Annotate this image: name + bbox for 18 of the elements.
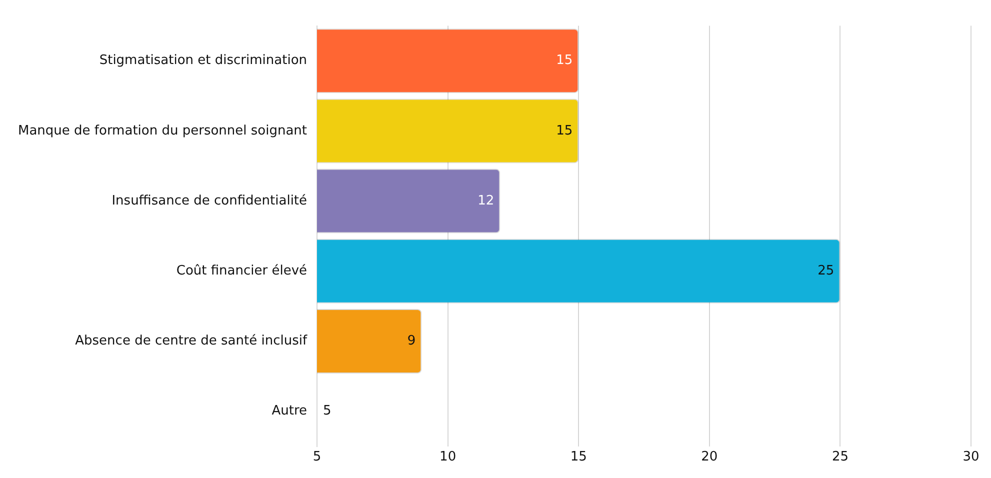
data-label: 25 (818, 264, 834, 279)
y-tick-label: Autre (272, 404, 308, 419)
x-tick-label: 20 (701, 450, 718, 465)
y-tick-label: Stigmatisation et discrimination (99, 53, 308, 68)
y-tick-label: Insuffisance de confidentialité (112, 193, 308, 208)
x-tick-label: 25 (832, 450, 848, 465)
x-tick-label: 10 (440, 450, 456, 465)
data-label: 9 (407, 334, 416, 349)
data-label: 15 (556, 53, 573, 68)
y-tick-label: Manque de formation du personnel soignant (18, 123, 308, 138)
y-tick-label: Coût financier élevé (176, 264, 308, 279)
x-tick-label: 15 (570, 450, 587, 465)
y-tick-label: Absence de centre de santé inclusif (75, 334, 308, 349)
data-label: 5 (323, 404, 332, 419)
x-tick-label: 30 (962, 450, 980, 465)
data-label: 12 (478, 193, 494, 208)
x-tick-label: 5 (312, 450, 322, 465)
data-label: 15 (556, 123, 573, 138)
